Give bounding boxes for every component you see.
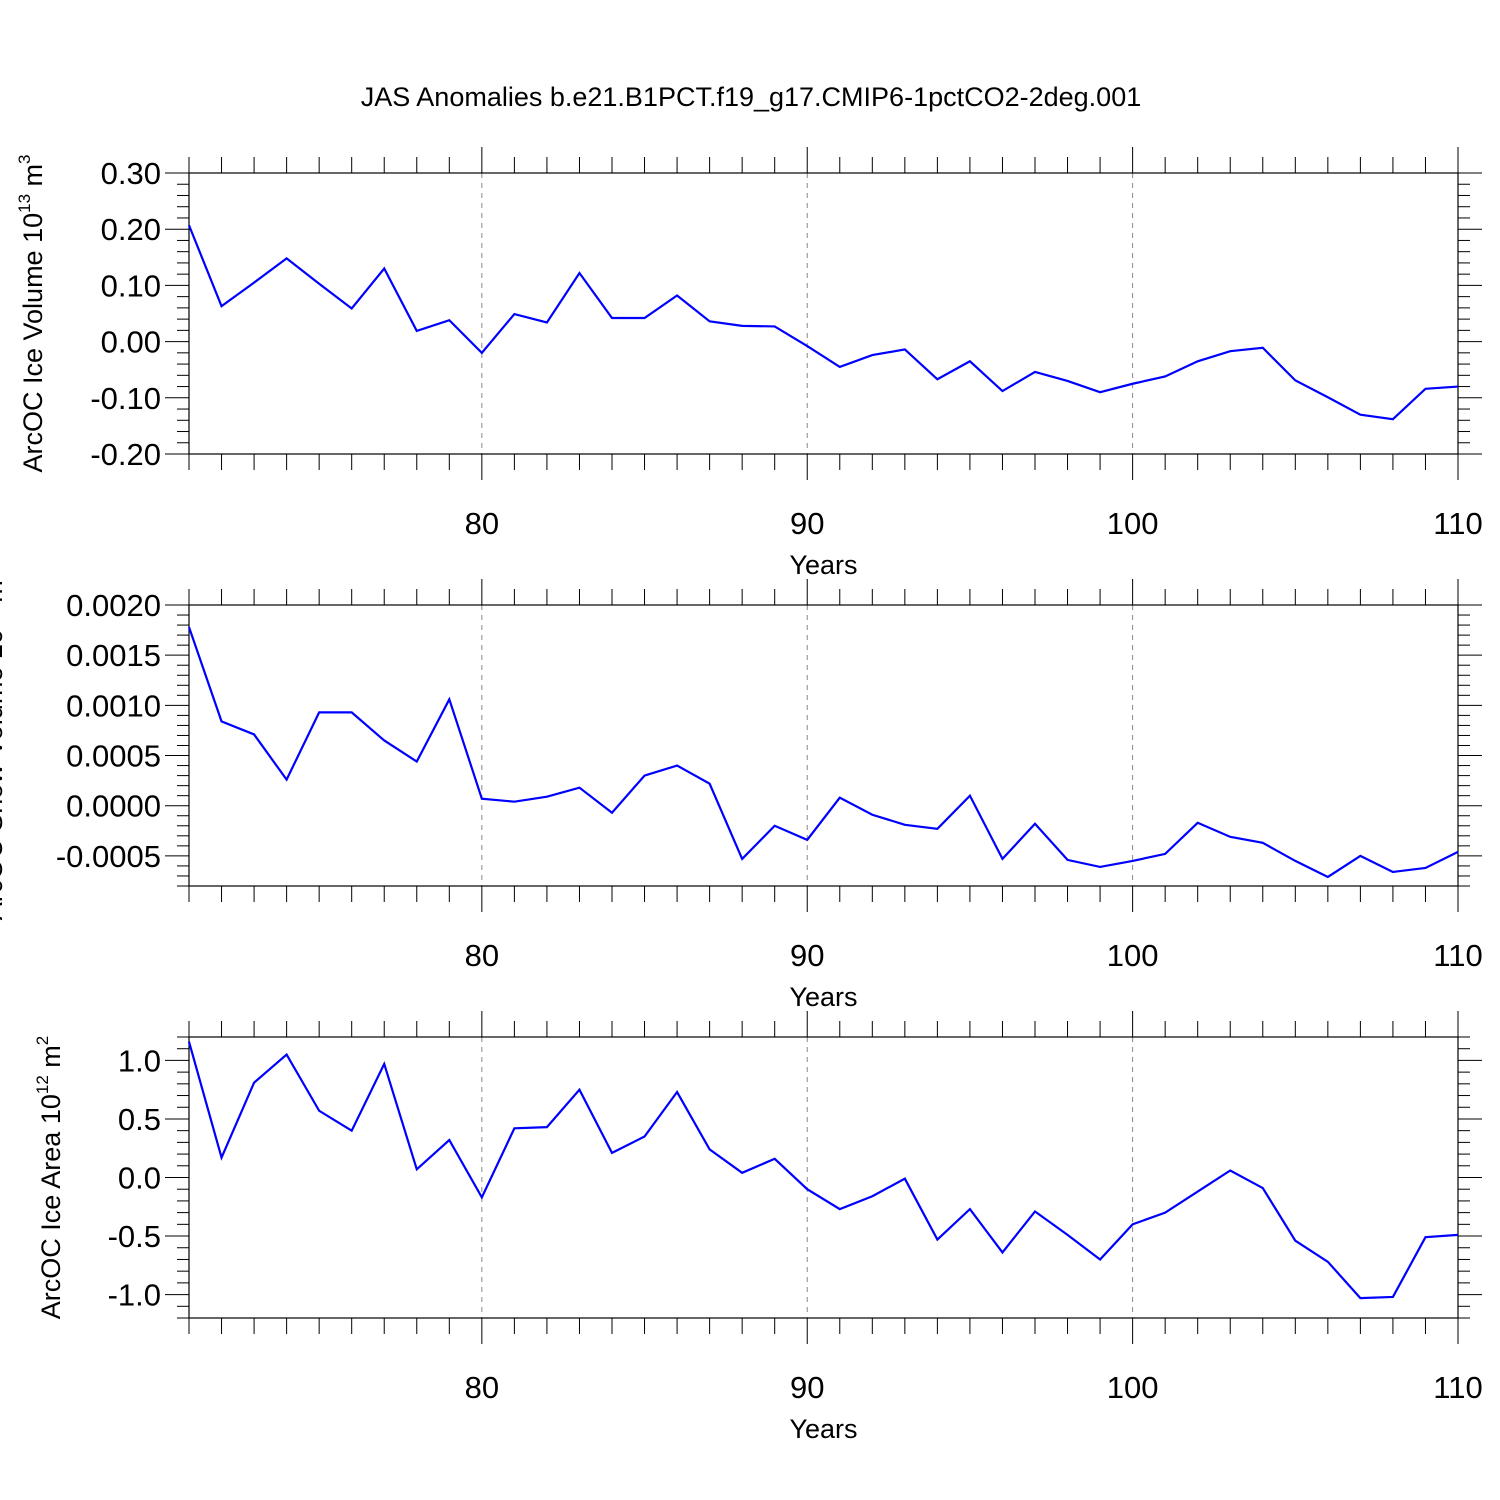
x-axis-label: Years xyxy=(789,982,857,1012)
y-axis-label: ArcOC Ice Area 1012 m2 xyxy=(33,1036,66,1320)
y-tick-label: -0.5 xyxy=(108,1219,161,1254)
y-tick-label: 0.00 xyxy=(101,325,161,360)
x-tick-label: 90 xyxy=(790,506,824,541)
x-tick-label: 100 xyxy=(1107,938,1159,973)
x-tick-label: 80 xyxy=(465,938,499,973)
x-tick-label: 110 xyxy=(1433,506,1482,541)
plot-frame xyxy=(188,604,1459,887)
series-line xyxy=(187,224,1459,421)
plot-frame xyxy=(188,172,1459,455)
x-tick-label: 100 xyxy=(1107,1370,1159,1405)
y-tick-label: 1.0 xyxy=(118,1043,161,1078)
y-tick-label: 0.0005 xyxy=(66,739,161,774)
plot-frame xyxy=(188,1036,1459,1319)
x-tick-label: 100 xyxy=(1107,506,1159,541)
y-tick-label: -1.0 xyxy=(108,1278,161,1313)
panel-snow-volume: -0.0005 0.0000 0.0005 0.0010 0.0015 0.0020 80 9… xyxy=(0,571,1483,1012)
x-tick-label: 80 xyxy=(465,1370,499,1405)
x-tick-label: 90 xyxy=(790,938,824,973)
y-tick-label: 0.0015 xyxy=(66,638,161,673)
y-tick-label: 0.0010 xyxy=(66,688,161,723)
y-tick-label: 0.0 xyxy=(118,1161,161,1196)
y-tick-label: 0.0020 xyxy=(66,588,161,623)
series-line xyxy=(187,1041,1459,1300)
series-line xyxy=(187,626,1459,879)
y-tick-label: -0.20 xyxy=(90,437,161,472)
y-tick-label: 0.20 xyxy=(101,212,161,247)
y-tick-label: 0.30 xyxy=(101,156,161,191)
panel-ice-volume: -0.20 -0.10 0.00 0.10 0.20 0.30 80 90 100 110 Year… xyxy=(15,147,1483,580)
y-tick-label: -0.0005 xyxy=(56,839,161,874)
panel-ice-area: -1.0 -0.5 0.0 0.5 1.0 80 90 100 110 Years ArcOC Ic… xyxy=(33,1011,1483,1444)
x-axis-label: Years xyxy=(789,1414,857,1444)
x-tick-label: 90 xyxy=(790,1370,824,1405)
y-tick-label: -0.10 xyxy=(90,381,161,416)
x-axis-label: Years xyxy=(789,550,857,580)
x-tick-label: 80 xyxy=(465,506,499,541)
chart-title: JAS Anomalies b.e21.B1PCT.f19_g17.CMIP6-… xyxy=(361,82,1141,112)
x-tick-label: 110 xyxy=(1433,1370,1482,1405)
y-axis-label: ArcOC Ice Volume 1013 m3 xyxy=(15,154,48,472)
y-tick-label: 0.5 xyxy=(118,1102,161,1137)
y-axis-label: ArcOC Snow Volume 1013 m3 xyxy=(0,571,8,921)
y-tick-label: 0.0000 xyxy=(66,789,161,824)
x-tick-label: 110 xyxy=(1433,938,1482,973)
y-tick-label: 0.10 xyxy=(101,268,161,303)
